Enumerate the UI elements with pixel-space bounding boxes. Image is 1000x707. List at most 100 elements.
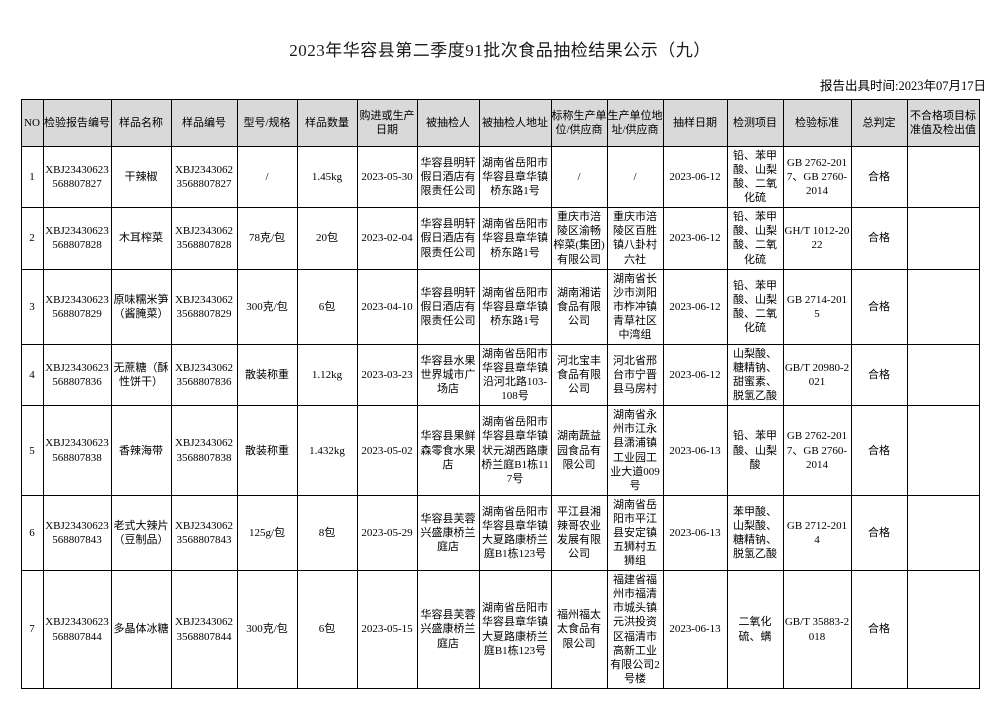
- cell-purchase-date: 2023-04-10: [356, 268, 418, 346]
- column-header-quantity: 样品数量: [296, 99, 358, 147]
- cell-producer: /: [550, 145, 608, 209]
- cell-test-items: 苯甲酸、山梨酸、糖精钠、脱氢乙酸: [726, 494, 784, 572]
- cell-quantity: 8包: [296, 494, 358, 572]
- cell-spec: 300克/包: [236, 570, 298, 689]
- cell-purchase-date: 2023-05-30: [356, 145, 418, 209]
- cell-sampling-date: 2023-06-13: [662, 405, 728, 496]
- cell-test-items: 铅、苯甲酸、山梨酸、二氧化硫: [726, 145, 784, 209]
- cell-inspected-party: 华容县明轩假日酒店有限责任公司: [416, 145, 480, 209]
- cell-purchase-date: 2023-05-15: [356, 570, 418, 689]
- cell-sample-name: 老式大辣片（豆制品）: [110, 494, 172, 572]
- cell-producer-address: 湖南省长沙市浏阳市柞冲镇青草社区中湾组: [606, 268, 664, 346]
- cell-nonconforming: [906, 268, 980, 346]
- column-header-inspected-party: 被抽检人: [416, 99, 480, 147]
- cell-producer: 湖南蔬益园食品有限公司: [550, 405, 608, 496]
- cell-inspected-party: 华容县芙蓉兴盛康桥兰庭店: [416, 570, 480, 689]
- cell-quantity: 6包: [296, 570, 358, 689]
- table-row: 5 XBJ23430623568807838 香辣海带 XBJ234306235688…: [20, 405, 980, 496]
- cell-purchase-date: 2023-05-02: [356, 405, 418, 496]
- cell-report-no: XBJ23430623568807844: [42, 570, 112, 689]
- column-header-sample-name: 样品名称: [110, 99, 172, 147]
- cell-test-items: 铅、苯甲酸、山梨酸: [726, 405, 784, 496]
- cell-quantity: 6包: [296, 268, 358, 346]
- page-title: 2023年华容县第二季度91批次食品抽检结果公示（九）: [289, 41, 711, 60]
- column-header-spec: 型号/规格: [236, 99, 298, 147]
- cell-inspected-party: 华容县水果世界城市广场店: [416, 344, 480, 407]
- cell-spec: /: [236, 145, 298, 209]
- cell-quantity: 20包: [296, 207, 358, 270]
- cell-sample-name: 无蔗糖（酥性饼干）: [110, 344, 172, 407]
- cell-standard: GH/T 1012-2022: [782, 207, 852, 270]
- cell-sample-name: 香辣海带: [110, 405, 172, 496]
- column-header-purchase-date: 购进或生产日期: [356, 99, 418, 147]
- cell-inspected-address: 湖南省岳阳市华容县章华镇沿河北路103-108号: [478, 344, 552, 407]
- cell-sample-no: XBJ23430623568807844: [170, 570, 238, 689]
- cell-nonconforming: [906, 494, 980, 572]
- cell-producer: 福州福太太食品有限公司: [550, 570, 608, 689]
- cell-sample-name: 木耳榨菜: [110, 207, 172, 270]
- cell-producer: 平江县湘辣哥农业发展有限公司: [550, 494, 608, 572]
- table-row: 4 XBJ23430623568807836 无蔗糖（酥性饼干） XBJ2343062…: [20, 344, 980, 407]
- table-row: 6 XBJ23430623568807843 老式大辣片（豆制品） XBJ234306…: [20, 494, 980, 572]
- cell-producer-address: 河北省邢台市宁晋县马房村: [606, 344, 664, 407]
- cell-test-items: 铅、苯甲酸、山梨酸、二氧化硫: [726, 207, 784, 270]
- cell-no: 7: [20, 570, 44, 689]
- cell-producer-address: 湖南省岳阳市平江县安定镇五狮村五狮组: [606, 494, 664, 572]
- cell-inspected-address: 湖南省岳阳市华容县章华镇大夏路康桥兰庭B1栋123号: [478, 570, 552, 689]
- cell-inspected-party: 华容县明轩假日酒店有限责任公司: [416, 268, 480, 346]
- cell-producer-address: 湖南省永州市江永县潇浦镇工业园工业大道009号: [606, 405, 664, 496]
- table-row: 7 XBJ23430623568807844 多晶体冰糖 XBJ23430623568…: [20, 570, 980, 689]
- cell-sample-no: XBJ23430623568807836: [170, 344, 238, 407]
- cell-report-no: XBJ23430623568807829: [42, 268, 112, 346]
- cell-standard: GB/T 35883-2018: [782, 570, 852, 689]
- cell-sampling-date: 2023-06-12: [662, 344, 728, 407]
- inspection-results-table: NO 检验报告编号 样品名称 样品编号 型号/规格 样品数量 购进或生产日期 被…: [20, 99, 980, 689]
- column-header-nonconforming: 不合格项目标准值及检出值: [906, 99, 980, 147]
- cell-purchase-date: 2023-02-04: [356, 207, 418, 270]
- cell-spec: 125g/包: [236, 494, 298, 572]
- cell-test-items: 铅、苯甲酸、山梨酸、二氧化硫: [726, 268, 784, 346]
- cell-standard: GB 2762-2017、GB 2760-2014: [782, 145, 852, 209]
- cell-sampling-date: 2023-06-13: [662, 494, 728, 572]
- cell-verdict: 合格: [850, 570, 908, 689]
- cell-standard: GB 2712-2014: [782, 494, 852, 572]
- cell-inspected-address: 湖南省岳阳市华容县章华镇状元湖西路康桥兰庭B1栋117号: [478, 405, 552, 496]
- cell-report-no: XBJ23430623568807827: [42, 145, 112, 209]
- cell-sample-name: 原味糯米笋（酱腌菜）: [110, 268, 172, 346]
- cell-nonconforming: [906, 207, 980, 270]
- cell-no: 5: [20, 405, 44, 496]
- cell-test-items: 二氧化硫、螨: [726, 570, 784, 689]
- cell-verdict: 合格: [850, 268, 908, 346]
- cell-sampling-date: 2023-06-12: [662, 207, 728, 270]
- cell-nonconforming: [906, 405, 980, 496]
- table-row: 2 XBJ23430623568807828 木耳榨菜 XBJ234306235688…: [20, 207, 980, 270]
- column-header-sample-no: 样品编号: [170, 99, 238, 147]
- column-header-standard: 检验标准: [782, 99, 852, 147]
- cell-sample-no: XBJ23430623568807827: [170, 145, 238, 209]
- cell-purchase-date: 2023-05-29: [356, 494, 418, 572]
- cell-sample-no: XBJ23430623568807829: [170, 268, 238, 346]
- cell-no: 3: [20, 268, 44, 346]
- cell-nonconforming: [906, 344, 980, 407]
- cell-report-no: XBJ23430623568807836: [42, 344, 112, 407]
- cell-standard: GB 2762-2017、GB 2760-2014: [782, 405, 852, 496]
- cell-report-no: XBJ23430623568807828: [42, 207, 112, 270]
- cell-verdict: 合格: [850, 405, 908, 496]
- cell-producer: 重庆市涪陵区渝畅榨菜(集团)有限公司: [550, 207, 608, 270]
- cell-standard: GB/T 20980-2021: [782, 344, 852, 407]
- cell-verdict: 合格: [850, 145, 908, 209]
- cell-producer-address: /: [606, 145, 664, 209]
- cell-quantity: 1.12kg: [296, 344, 358, 407]
- cell-inspected-party: 华容县芙蓉兴盛康桥兰庭店: [416, 494, 480, 572]
- cell-purchase-date: 2023-03-23: [356, 344, 418, 407]
- cell-quantity: 1.45kg: [296, 145, 358, 209]
- cell-producer-address: 福建省福州市福清市城头镇元洪投资区福清市高新工业有限公司2号楼: [606, 570, 664, 689]
- cell-quantity: 1.432kg: [296, 405, 358, 496]
- cell-producer: 河北宝丰食品有限公司: [550, 344, 608, 407]
- cell-sample-no: XBJ23430623568807828: [170, 207, 238, 270]
- cell-no: 4: [20, 344, 44, 407]
- cell-producer: 湖南湘诺食品有限公司: [550, 268, 608, 346]
- column-header-test-items: 检测项目: [726, 99, 784, 147]
- cell-inspected-party: 华容县明轩假日酒店有限责任公司: [416, 207, 480, 270]
- cell-nonconforming: [906, 145, 980, 209]
